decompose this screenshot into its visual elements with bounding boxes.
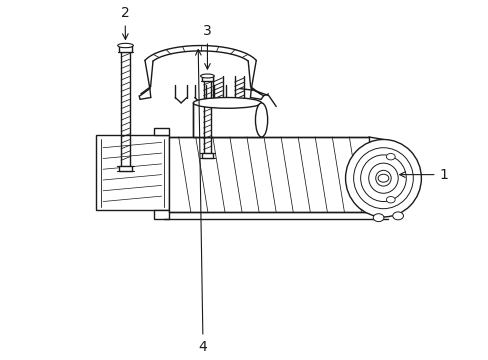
Ellipse shape — [372, 214, 383, 222]
Text: 2: 2 — [121, 6, 129, 39]
Ellipse shape — [386, 197, 394, 203]
Polygon shape — [154, 128, 168, 135]
Ellipse shape — [118, 43, 133, 48]
Polygon shape — [154, 211, 168, 220]
Ellipse shape — [255, 103, 267, 137]
Polygon shape — [96, 135, 168, 211]
Text: 4: 4 — [195, 50, 207, 354]
Polygon shape — [168, 137, 368, 212]
Ellipse shape — [200, 74, 214, 78]
Ellipse shape — [345, 139, 421, 217]
Text: 1: 1 — [399, 168, 447, 182]
Ellipse shape — [392, 212, 403, 220]
Polygon shape — [119, 166, 132, 171]
Polygon shape — [119, 45, 132, 52]
Ellipse shape — [386, 153, 394, 160]
Ellipse shape — [377, 174, 388, 182]
Polygon shape — [201, 76, 213, 81]
Ellipse shape — [193, 98, 261, 108]
Polygon shape — [201, 153, 213, 158]
Polygon shape — [193, 103, 261, 137]
Text: 3: 3 — [203, 24, 211, 69]
